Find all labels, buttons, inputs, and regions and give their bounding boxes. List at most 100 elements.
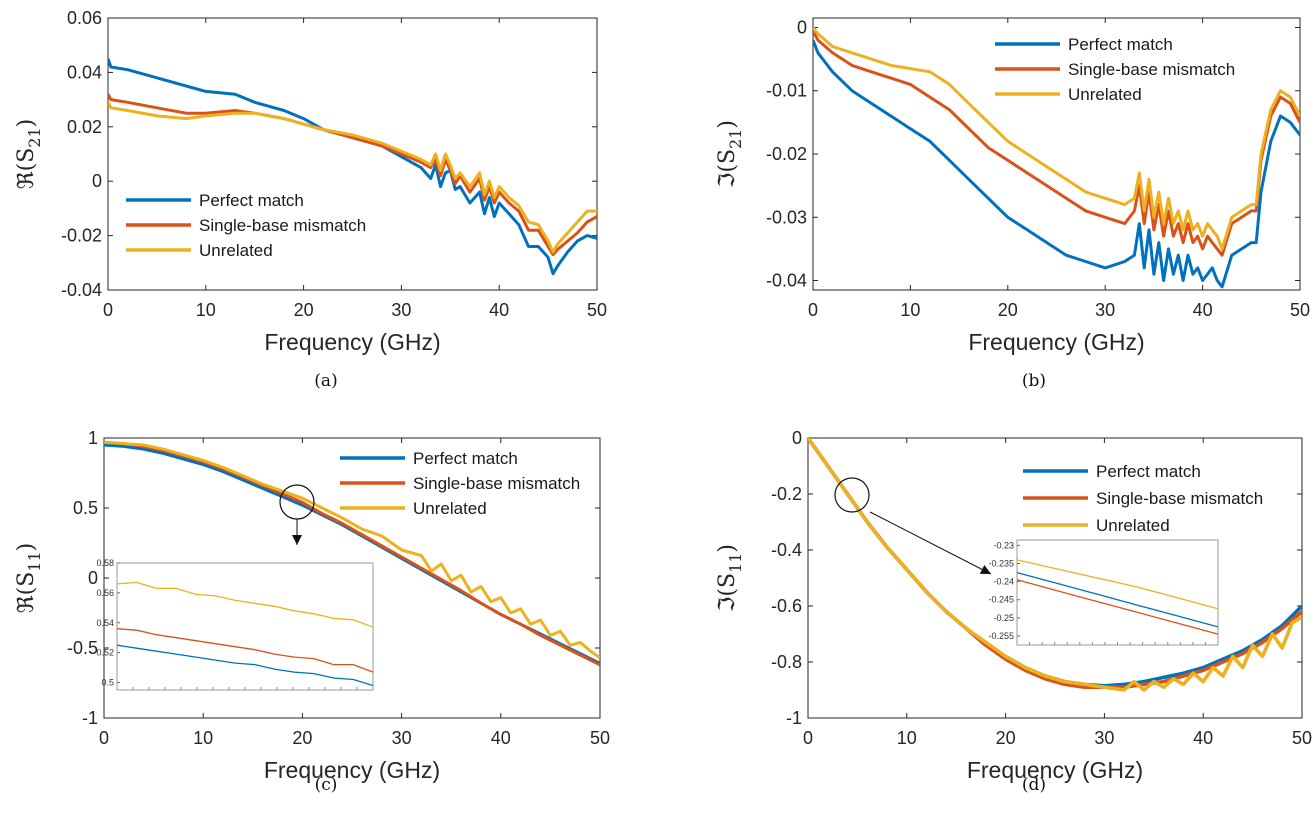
y-axis-label: ℜ(S11) <box>14 543 44 614</box>
series-line-unrelated <box>808 438 1302 692</box>
x-tick-label: 0 <box>103 300 113 320</box>
x-tick-label: 10 <box>897 728 917 748</box>
y-axis-label: ℑ(S21) <box>715 120 745 188</box>
y-tick-label: 0 <box>792 428 802 448</box>
inset-y-tick-label: 0.52 <box>96 648 114 658</box>
x-tick-label: 30 <box>1094 728 1114 748</box>
y-tick-label: -0.2 <box>771 484 802 504</box>
y-tick-label: -0.6 <box>771 596 802 616</box>
y-tick-label: 0 <box>797 17 807 37</box>
legend-label: Single-base mismatch <box>1096 489 1263 508</box>
y-tick-label: -0.03 <box>766 207 807 227</box>
x-tick-label: 10 <box>193 728 213 748</box>
subplot-b: 0 10 20 30 40 50 -0.04 -0.03 -0.02 -0.01 0 Frequenc… <box>715 17 1310 391</box>
inset-series-line-unrelated <box>116 581 374 628</box>
x-axis-label: Frequency (GHz) <box>967 757 1143 783</box>
x-tick-label: 40 <box>1193 728 1213 748</box>
x-axis-label: Frequency (GHz) <box>264 329 440 355</box>
series-line-single <box>108 93 597 257</box>
series-line-perfect <box>108 58 597 276</box>
x-tick-label: 50 <box>1290 300 1310 320</box>
inset-y-tick-label: -0.255 <box>988 631 1014 641</box>
x-tick-label: 20 <box>292 728 312 748</box>
y-tick-label: 0 <box>88 568 98 588</box>
legend-label: Unrelated <box>199 241 273 260</box>
series-line-unrelated <box>108 101 597 254</box>
y-tick-label: -0.02 <box>766 144 807 164</box>
y-tick-label: 0.04 <box>67 62 102 82</box>
subplot-c: 0 10 20 30 40 50 -1 -0.5 0 0.5 1 Frequency (GHz) ℜ(S… <box>14 428 610 795</box>
y-tick-label: -0.01 <box>766 81 807 101</box>
zoom-arrow-head <box>979 565 991 574</box>
y-tick-label: -0.02 <box>61 226 102 246</box>
x-tick-label: 30 <box>391 300 411 320</box>
subplot-d: 0 10 20 30 40 50 -1 -0.8 -0.6 -0.4 -0.2 0 Frequency … <box>715 428 1312 795</box>
inset-box <box>1016 539 1219 646</box>
x-tick-label: 40 <box>489 300 509 320</box>
series-line-unrelated <box>813 26 1300 251</box>
zoom-circle <box>834 477 870 513</box>
zoom-arrow-line <box>869 511 992 575</box>
legend-label: Single-base mismatch <box>199 216 366 235</box>
legend-label: Perfect match <box>1096 462 1201 481</box>
y-tick-label: -0.8 <box>771 652 802 672</box>
zoom-inset: -0.23 -0.235 -0.24 -0.245 -0.25 -0.255 <box>834 477 1219 646</box>
x-tick-label: 30 <box>1095 300 1115 320</box>
zoom-arrow-head <box>292 535 302 545</box>
subplot-a: 0 10 20 30 40 50 -0.04 -0.02 0 0.02 0.04 0.06 Freque… <box>14 8 607 391</box>
y-tick-label: -0.5 <box>67 638 98 658</box>
x-tick-label: 0 <box>803 728 813 748</box>
x-tick-label: 40 <box>1193 300 1213 320</box>
y-tick-label: 0.02 <box>67 117 102 137</box>
legend-label: Perfect match <box>413 449 518 468</box>
x-tick-label: 30 <box>392 728 412 748</box>
inset-series-line-perfect <box>116 644 374 687</box>
y-tick-label: -0.04 <box>61 280 102 300</box>
inset-y-tick-label: 0.58 <box>96 558 114 568</box>
legend: Perfect match Single-base mismatch Unrelat… <box>126 191 366 260</box>
legend: Perfect match Single-base mismatch Unrelat… <box>1023 462 1263 535</box>
inset-box <box>116 562 374 691</box>
x-tick-label: 10 <box>900 300 920 320</box>
x-tick-label: 50 <box>587 300 607 320</box>
x-tick-label: 10 <box>196 300 216 320</box>
inset-series-line-single <box>116 628 374 673</box>
inset-y-tick-label: 0.5 <box>101 678 114 688</box>
legend-label: Perfect match <box>199 191 304 210</box>
subplot-caption: (a) <box>314 371 337 391</box>
y-tick-label: 0 <box>92 171 102 191</box>
x-tick-label: 20 <box>996 728 1016 748</box>
series-line-single <box>813 30 1300 257</box>
series-line-perfect <box>813 39 1300 289</box>
legend-label: Unrelated <box>413 499 487 518</box>
x-tick-label: 50 <box>590 728 610 748</box>
subplot-caption: (d) <box>1022 775 1046 795</box>
x-tick-label: 40 <box>491 728 511 748</box>
x-tick-label: 20 <box>998 300 1018 320</box>
inset-y-tick-label: -0.235 <box>988 559 1014 569</box>
x-axis-label: Frequency (GHz) <box>264 757 440 783</box>
y-tick-label: -1 <box>786 708 802 728</box>
x-tick-label: 20 <box>294 300 314 320</box>
subplot-caption: (c) <box>315 775 338 795</box>
inset-y-tick-label: 0.54 <box>96 618 114 628</box>
inset-series-line-perfect <box>1016 571 1219 628</box>
y-tick-label: -0.04 <box>766 271 807 291</box>
y-tick-label: -1 <box>82 708 98 728</box>
x-tick-label: 0 <box>99 728 109 748</box>
x-tick-label: 50 <box>1292 728 1312 748</box>
axes-box <box>107 17 598 291</box>
y-tick-label: 0.06 <box>67 8 102 28</box>
inset-y-tick-label: -0.245 <box>988 595 1014 605</box>
y-tick-label: 0.5 <box>73 498 98 518</box>
axes-box <box>807 437 1303 719</box>
inset-y-tick-label: -0.23 <box>993 540 1014 550</box>
legend: Perfect match Single-base mismatch Unrelat… <box>995 35 1235 104</box>
x-tick-label: 0 <box>808 300 818 320</box>
y-axis-label: ℜ(S21) <box>14 119 44 190</box>
y-axis-label: ℑ(S11) <box>715 544 745 612</box>
inset-y-tick-label: -0.24 <box>993 577 1014 587</box>
subplot-caption: (b) <box>1022 371 1046 391</box>
inset-series-line-unrelated <box>1016 559 1219 610</box>
